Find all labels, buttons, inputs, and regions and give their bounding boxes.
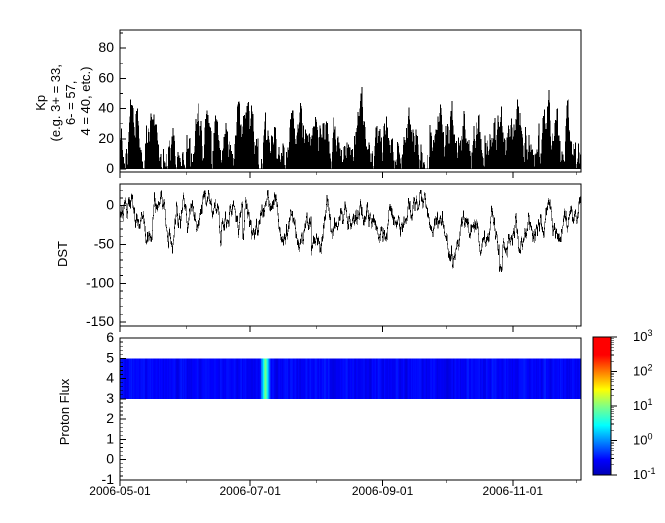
svg-text:2006-05-01: 2006-05-01	[89, 484, 151, 498]
svg-text:Proton Flux: Proton Flux	[57, 378, 72, 445]
svg-text:-150: -150	[86, 313, 114, 329]
svg-text:2: 2	[106, 410, 114, 426]
svg-text:-50: -50	[94, 236, 114, 252]
svg-text:1: 1	[106, 430, 114, 446]
svg-text:2006-07-01: 2006-07-01	[220, 484, 282, 498]
svg-text:4: 4	[106, 370, 114, 386]
svg-text:3: 3	[106, 390, 114, 406]
svg-text:0: 0	[106, 160, 114, 176]
svg-text:2006-11-01: 2006-11-01	[483, 484, 544, 498]
svg-text:2006-09-01: 2006-09-01	[352, 484, 414, 498]
svg-text:60: 60	[98, 69, 114, 85]
svg-text:0: 0	[106, 451, 114, 467]
svg-text:5: 5	[106, 349, 114, 365]
svg-text:20: 20	[98, 130, 114, 146]
svg-text:0: 0	[106, 197, 114, 213]
svg-text:80: 80	[98, 39, 114, 55]
svg-text:6: 6	[106, 329, 114, 345]
svg-text:-100: -100	[86, 274, 114, 290]
svg-text:40: 40	[98, 100, 114, 116]
svg-text:DST: DST	[55, 241, 70, 267]
